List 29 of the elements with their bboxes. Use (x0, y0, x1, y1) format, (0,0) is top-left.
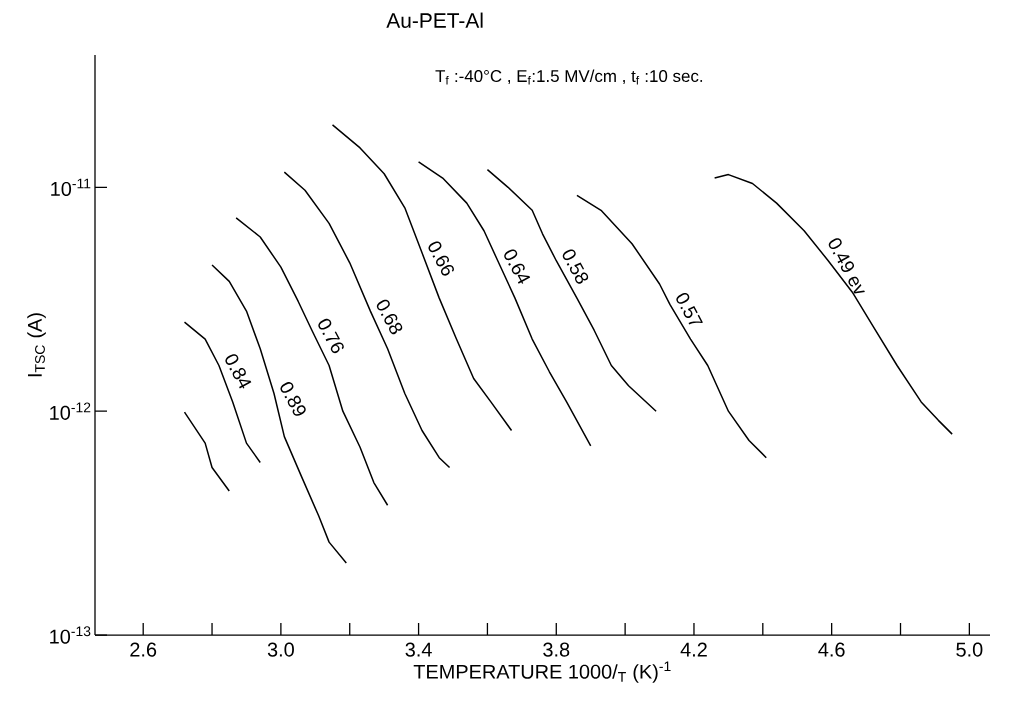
text: T$_{f}$ :-40°C , E$_{f}$:1.5 MV/cm , t$_{f}$ :10 sec. (435, 69, 703, 85)
text: 0.64 (504, 249, 531, 284)
text: 0.76 (318, 318, 344, 354)
x-tick-label: 4.2 (680, 642, 707, 657)
line-series (183, 321, 261, 464)
x-tick-label: 3.4 (405, 642, 432, 657)
line-series (417, 161, 592, 447)
y-axis-title: I$_{TSC}$ (A) (27, 313, 46, 377)
y-tick-label: 10$^{-13}$ (50, 626, 91, 644)
text: 0.68 (376, 299, 403, 335)
text: 0.66 (428, 241, 454, 276)
line-series (211, 264, 348, 564)
text: 0.58 (562, 249, 589, 284)
line-series (183, 411, 230, 492)
x-tick-label: 3.0 (267, 642, 294, 657)
chart-title: Au-PET-Al (386, 12, 483, 28)
line-series (713, 173, 953, 435)
y-tick-label: 10$^{-12}$ (50, 402, 91, 420)
text: 0.49 ev (828, 238, 865, 294)
x-tick-label: 3.8 (543, 642, 570, 657)
x-axis-title: TEMPERATURE 1000/$_{T}$ (K)$^{-1}$ (413, 661, 671, 683)
text: 0.89 (280, 382, 306, 416)
line-series (486, 168, 657, 412)
text: 0.84 (225, 354, 252, 389)
x-tick-label: 5.0 (956, 642, 983, 657)
x-tick-label: 4.6 (818, 642, 845, 657)
y-tick-label: 10$^{-11}$ (51, 178, 91, 196)
text: 0.57 (676, 293, 703, 325)
x-tick-label: 2.6 (130, 642, 157, 657)
